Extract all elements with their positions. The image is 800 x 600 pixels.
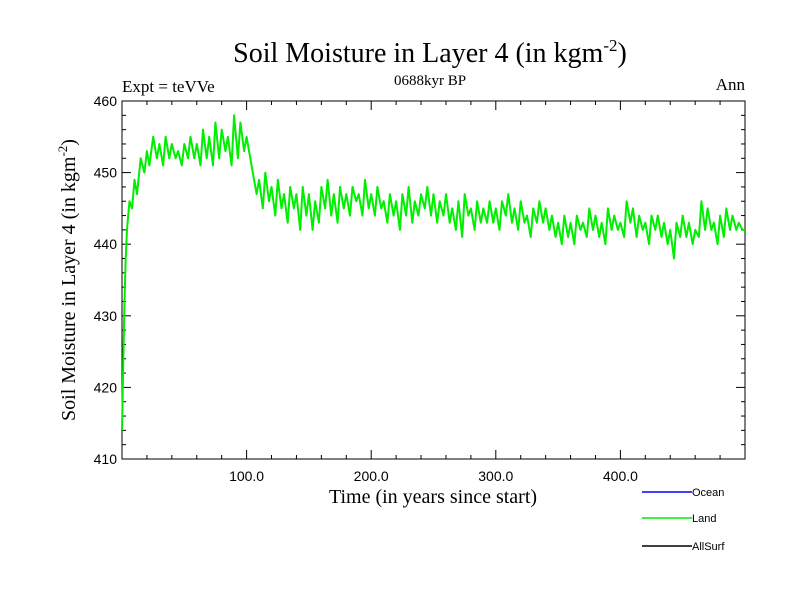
legend-label-allsurf: AllSurf bbox=[692, 541, 725, 553]
x-tick-label: 200.0 bbox=[354, 468, 389, 484]
x-tick-label: 100.0 bbox=[229, 468, 264, 484]
y-tick-label: 430 bbox=[94, 308, 118, 324]
y-tick-label: 410 bbox=[94, 451, 118, 467]
legend-label-land: Land bbox=[692, 513, 716, 525]
y-axis-label: Soil Moisture in Layer 4 (in kgm-2) bbox=[55, 139, 80, 421]
series-line-land bbox=[121, 114, 745, 431]
series-layer bbox=[121, 114, 745, 431]
subtitle-right: Ann bbox=[716, 75, 746, 94]
subtitle-center: 0688kyr BP bbox=[394, 73, 466, 89]
plot-frame bbox=[121, 100, 746, 460]
y-tick-label: 460 bbox=[94, 93, 118, 109]
x-tick-label: 400.0 bbox=[603, 468, 638, 484]
chart-title: Soil Moisture in Layer 4 (in kgm-2) bbox=[233, 36, 627, 69]
x-tick-label: 300.0 bbox=[478, 468, 513, 484]
y-tick-label: 450 bbox=[94, 165, 118, 181]
axes: 410 420 430 440 450 460 100.0 200.0 300.0 400.0 bbox=[94, 93, 745, 484]
subtitle-left: Expt = teVVe bbox=[122, 77, 215, 96]
y-tick-label: 440 bbox=[94, 236, 118, 252]
x-axis-label: Time (in years since start) bbox=[329, 486, 537, 508]
y-tick-label: 420 bbox=[94, 379, 118, 395]
legend: Ocean Land AllSurf bbox=[642, 487, 725, 553]
legend-label-ocean: Ocean bbox=[692, 487, 724, 499]
